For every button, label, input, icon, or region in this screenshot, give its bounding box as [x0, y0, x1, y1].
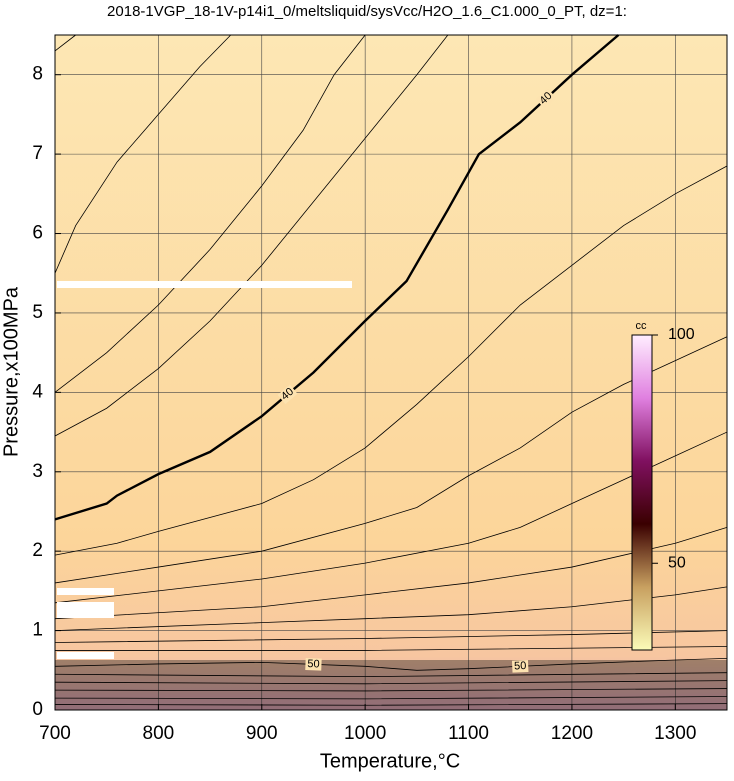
plot-background [55, 35, 727, 710]
colorbar-tick-label: 50 [668, 554, 686, 571]
contour-label: 50 [307, 658, 320, 670]
contour-label-bg [536, 88, 557, 109]
contour-line [54, 688, 728, 692]
y-tick-label: 3 [32, 461, 43, 482]
y-tick-label: 1 [32, 620, 43, 641]
dense-contour-band [55, 660, 727, 710]
contour-line [54, 526, 728, 620]
contour-line [54, 657, 728, 671]
contour-line [54, 34, 366, 393]
y-tick-label: 0 [32, 699, 43, 720]
contour-line [54, 165, 728, 556]
y-tick-label: 4 [32, 381, 43, 402]
y-tick-label: 6 [32, 223, 43, 244]
contour-line [54, 586, 728, 631]
x-tick-label: 1300 [654, 723, 696, 744]
contour-line [54, 34, 232, 274]
y-tick-label: 2 [32, 540, 43, 561]
contour-line [54, 672, 728, 678]
contour-label: 50 [514, 660, 527, 673]
contour-line [54, 696, 728, 700]
colorbar-tick-label: 100 [668, 326, 695, 343]
contour-label-bg [511, 659, 529, 673]
contour-line [54, 34, 76, 52]
x-tick-label: 800 [143, 723, 175, 744]
colorbar [631, 334, 653, 651]
x-tick-label: 1000 [344, 723, 386, 744]
x-axis-label: Temperature,°C [320, 750, 460, 772]
colorbar-label: cc [636, 320, 648, 332]
mask-bars [57, 281, 352, 659]
y-tick-label: 7 [32, 143, 43, 164]
x-tick-label: 1200 [551, 723, 593, 744]
contour-line [54, 34, 620, 521]
x-tick-label: 900 [246, 723, 278, 744]
y-tick-label: 8 [32, 64, 43, 85]
plot-frame [54, 34, 728, 711]
contour-line [54, 34, 449, 437]
y-axis-label: Pressure,x100MPa [0, 286, 22, 457]
chart-title: 2018-1VGP_18-1V-p14i1_0/meltsliquid/sysV… [107, 3, 627, 20]
contour-label-bg [277, 384, 298, 405]
x-tick-label: 1100 [448, 723, 489, 744]
contour-line [55, 646, 728, 651]
contour-line [54, 680, 728, 685]
y-tick-label: 5 [32, 302, 43, 323]
x-tick-label: 700 [39, 723, 71, 744]
contour-label-bg [305, 658, 322, 671]
